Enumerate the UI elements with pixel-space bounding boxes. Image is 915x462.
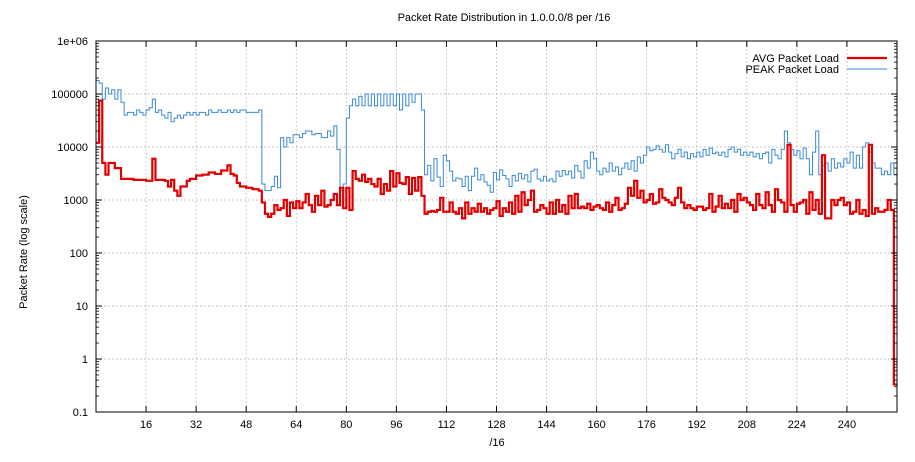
y-tick-label: 10: [76, 301, 88, 313]
x-tick-label: 144: [537, 419, 555, 431]
y-tick-label: 1e+06: [57, 36, 88, 48]
x-tick-label: 224: [788, 419, 806, 431]
peak-series-line: [96, 79, 897, 193]
axis-ticks: 16 32 48 64 80 96 112 128 144 160 176 192 208 224 240 1…: [51, 36, 897, 431]
x-tick-label: 240: [838, 419, 856, 431]
avg-series-line: [96, 99, 897, 386]
x-tick-label: 48: [240, 419, 252, 431]
x-axis-label: /16: [489, 437, 504, 449]
x-tick-label: 32: [190, 419, 202, 431]
y-tick-label: 1: [82, 354, 88, 366]
grid: [96, 41, 897, 412]
y-tick-label: 0.1: [73, 407, 88, 419]
x-tick-label: 192: [688, 419, 706, 431]
x-tick-label: 96: [390, 419, 402, 431]
plot-series: [96, 79, 897, 386]
legend-label: AVG Packet Load: [752, 53, 839, 65]
x-tick-label: 160: [587, 419, 605, 431]
x-tick-label: 80: [340, 419, 352, 431]
x-tick-label: 176: [638, 419, 656, 431]
x-tick-label: 128: [487, 419, 505, 431]
y-tick-label: 10000: [57, 142, 88, 154]
y-tick-label: 100: [70, 248, 88, 260]
x-tick-label: 16: [140, 419, 152, 431]
y-tick-label: 1000: [64, 195, 88, 207]
x-tick-label: 208: [738, 419, 756, 431]
y-axis-label: Packet Rate (log scale): [18, 195, 30, 309]
x-tick-label: 64: [290, 419, 302, 431]
y-tick-label: 100000: [51, 89, 88, 101]
legend-label: PEAK Packet Load: [745, 64, 839, 76]
x-tick-label: 112: [438, 419, 456, 431]
chart-title: Packet Rate Distribution in 1.0.0.0/8 pe…: [398, 12, 611, 24]
